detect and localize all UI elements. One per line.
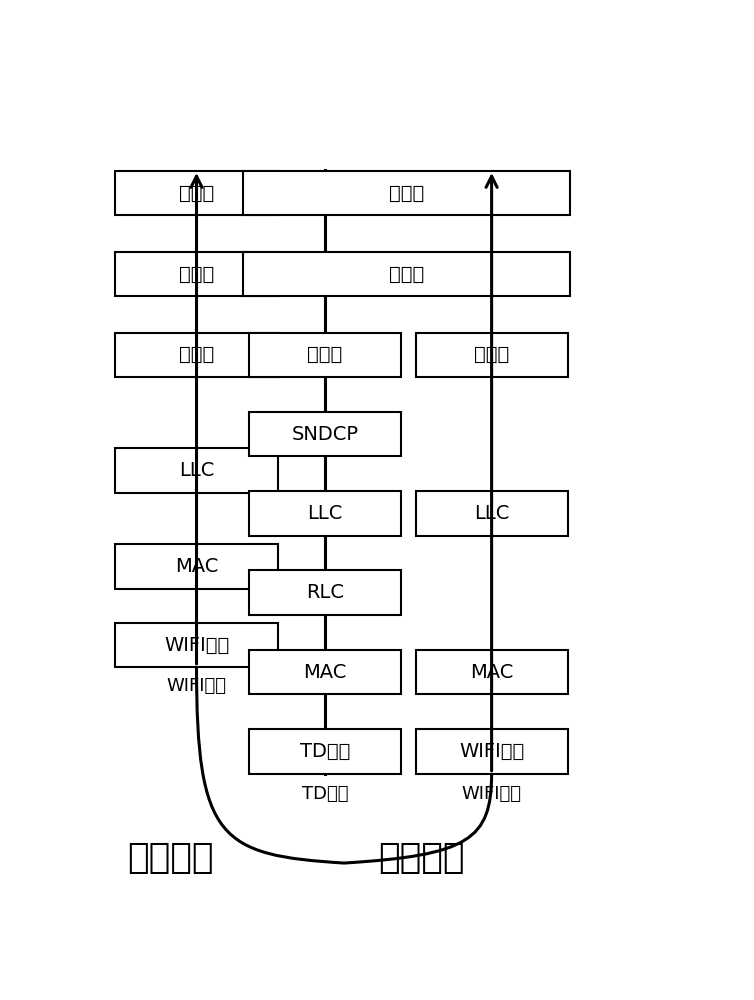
Text: 网络层: 网络层 <box>308 345 343 364</box>
Bar <box>249 333 401 377</box>
Text: WIFI传输: WIFI传输 <box>461 785 522 803</box>
Text: 感知节点: 感知节点 <box>127 841 213 875</box>
Text: TD传输: TD传输 <box>302 785 348 803</box>
Text: WIFI传输: WIFI传输 <box>167 677 226 695</box>
Text: RLC: RLC <box>306 583 344 602</box>
Text: 传输层: 传输层 <box>389 264 425 284</box>
Bar <box>249 412 401 456</box>
Text: WIFI射频: WIFI射频 <box>459 742 524 761</box>
Text: MAC: MAC <box>303 663 347 682</box>
Bar <box>115 171 278 215</box>
Bar <box>115 544 278 589</box>
Bar <box>115 623 278 667</box>
Text: 应用层: 应用层 <box>389 184 425 203</box>
Text: LLC: LLC <box>179 461 214 480</box>
Bar <box>249 650 401 694</box>
Bar <box>244 252 571 296</box>
Bar <box>249 570 401 615</box>
Bar <box>415 333 568 377</box>
Text: MAC: MAC <box>175 557 218 576</box>
Bar <box>249 729 401 774</box>
Text: 应用层: 应用层 <box>179 184 214 203</box>
Bar <box>249 491 401 536</box>
Text: MAC: MAC <box>470 663 513 682</box>
Text: LLC: LLC <box>308 504 343 523</box>
Text: 网络层: 网络层 <box>474 345 509 364</box>
Text: 传输层: 传输层 <box>179 264 214 284</box>
Bar <box>415 729 568 774</box>
Text: 网络层: 网络层 <box>179 345 214 364</box>
Text: WIFI射频: WIFI射频 <box>164 636 229 655</box>
Text: 汇聚节点: 汇聚节点 <box>379 841 464 875</box>
Bar <box>115 252 278 296</box>
Bar <box>415 491 568 536</box>
Bar <box>244 171 571 215</box>
Text: TD射频: TD射频 <box>300 742 351 761</box>
Text: SNDCP: SNDCP <box>292 425 359 444</box>
Bar <box>115 333 278 377</box>
Bar <box>415 650 568 694</box>
Text: LLC: LLC <box>474 504 509 523</box>
Bar <box>115 448 278 493</box>
